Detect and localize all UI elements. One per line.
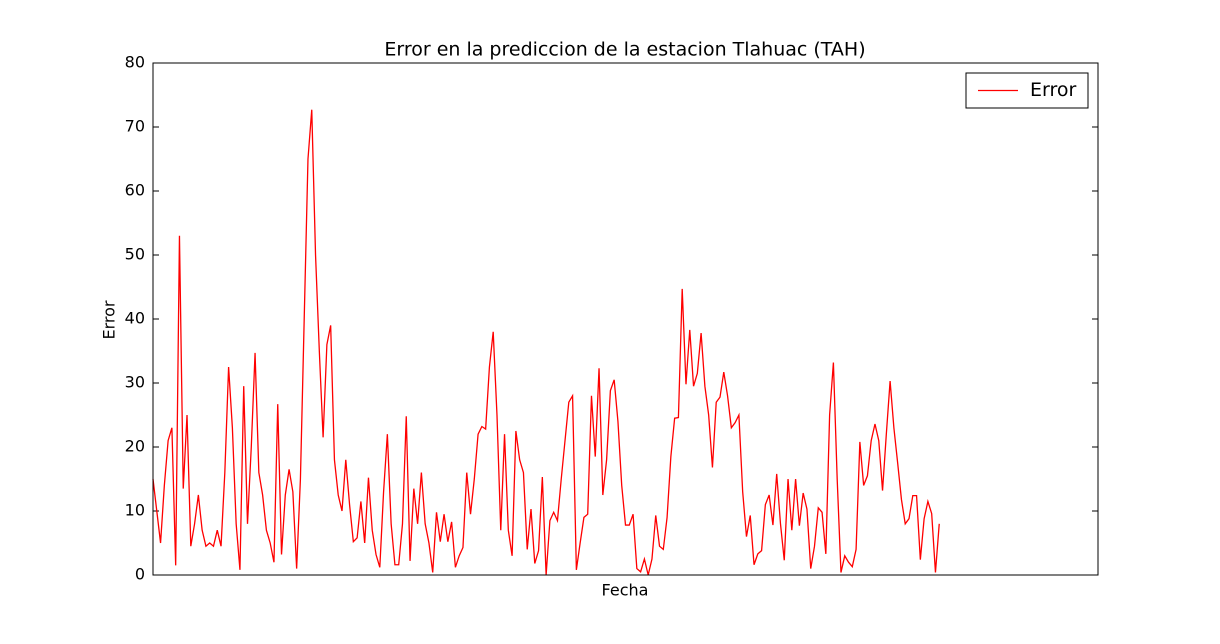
y-tick-label: 20 xyxy=(125,437,145,456)
y-tick-label: 0 xyxy=(135,565,145,584)
y-tick-label: 30 xyxy=(125,373,145,392)
y-tick-label: 60 xyxy=(125,181,145,200)
y-tick-label: 10 xyxy=(125,501,145,520)
legend-label: Error xyxy=(1030,79,1077,101)
y-axis-label: Error xyxy=(100,300,119,339)
chart-title: Error en la prediccion de la estacion Tl… xyxy=(384,39,865,61)
plot-frame xyxy=(152,62,1099,576)
y-tick-label: 40 xyxy=(125,309,145,328)
y-tick-label: 80 xyxy=(125,53,145,72)
x-axis-label: Fecha xyxy=(602,581,649,600)
y-tick-label: 70 xyxy=(125,117,145,136)
y-tick-label: 50 xyxy=(125,245,145,264)
